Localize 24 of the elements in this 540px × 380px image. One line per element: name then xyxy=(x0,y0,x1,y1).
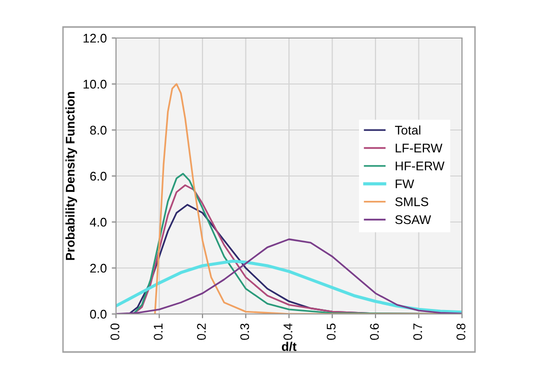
x-tick-label: 0.3 xyxy=(240,324,250,340)
x-tick-label: 0.8 xyxy=(456,324,466,340)
legend-label: SSAW xyxy=(395,215,432,224)
legend-label: SMLS xyxy=(395,197,428,206)
y-tick-label: 4.0 xyxy=(90,218,106,227)
x-tick-label: 0.6 xyxy=(370,324,379,340)
y-tick-label: 8.0 xyxy=(90,126,106,135)
legend-label: Total xyxy=(395,125,420,135)
x-tick-label: 0.7 xyxy=(413,324,422,340)
x-tick-label: 0.2 xyxy=(197,324,206,340)
x-tick-label: 0.4 xyxy=(284,323,292,340)
x-axis-title: d/t xyxy=(282,342,296,352)
y-tick-label: 12.0 xyxy=(84,34,106,43)
legend-label: HF-ERW xyxy=(396,162,444,170)
y-tick-label: 6.0 xyxy=(90,172,106,181)
legend-label: FW xyxy=(396,180,414,188)
y-axis-title: Probability Density Function xyxy=(65,92,78,260)
x-tick-label: 0.1 xyxy=(154,324,163,340)
x-tick-label: 0.0 xyxy=(110,324,120,340)
x-tick-label: 0.5 xyxy=(326,324,336,340)
legend-label: LF-ERW xyxy=(396,144,442,152)
y-tick-label: 0.0 xyxy=(90,310,106,319)
y-tick-label: 10.0 xyxy=(84,80,106,89)
y-tick-label: 2.0 xyxy=(90,264,106,273)
